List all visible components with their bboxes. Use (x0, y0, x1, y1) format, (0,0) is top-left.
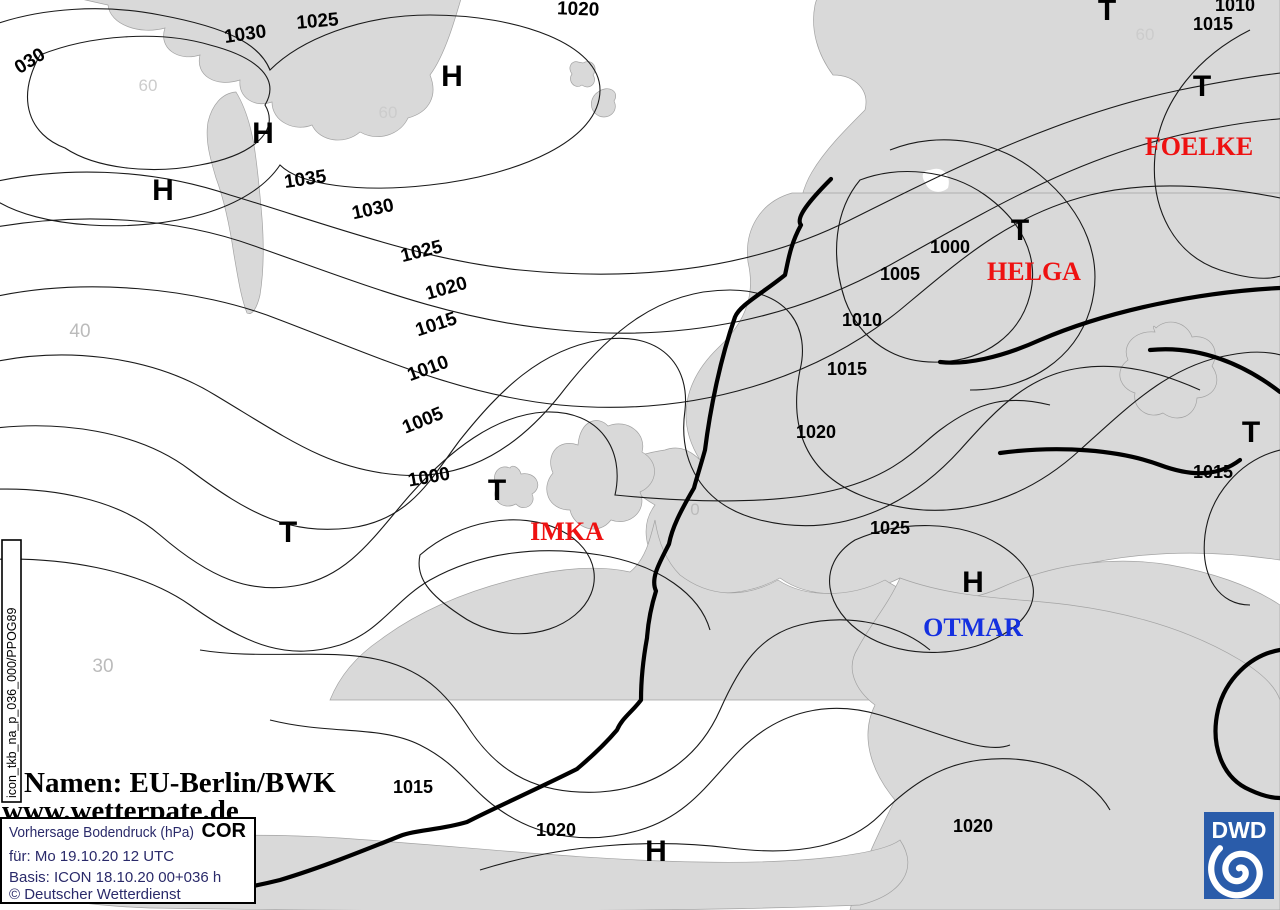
svg-text:OTMAR: OTMAR (923, 613, 1023, 642)
svg-text:H: H (645, 835, 667, 868)
svg-text:H: H (252, 117, 274, 150)
svg-text:T: T (279, 516, 297, 549)
svg-text:1020: 1020 (536, 820, 576, 840)
svg-text:1000: 1000 (930, 237, 970, 257)
svg-text:COR: COR (202, 820, 247, 842)
svg-text:1015: 1015 (1193, 14, 1233, 34)
svg-text:IMKA: IMKA (530, 517, 604, 546)
svg-text:1025: 1025 (870, 518, 910, 538)
svg-text:60: 60 (379, 103, 398, 122)
svg-text:H: H (962, 566, 984, 599)
svg-text:1010: 1010 (842, 310, 882, 330)
svg-text:40: 40 (69, 321, 90, 342)
svg-text:0: 0 (690, 500, 699, 519)
svg-text:T: T (488, 474, 506, 507)
svg-text:icon_tkb_na_p_036_000/PPOG89: icon_tkb_na_p_036_000/PPOG89 (5, 608, 19, 798)
svg-text:60: 60 (1136, 25, 1155, 44)
svg-text:1010: 1010 (1215, 0, 1255, 15)
svg-text:T: T (1098, 0, 1116, 27)
svg-text:© Deutscher Wetterdienst: © Deutscher Wetterdienst (9, 886, 182, 903)
svg-text:1020: 1020 (796, 422, 836, 442)
svg-text:1015: 1015 (827, 359, 867, 379)
svg-text:1005: 1005 (880, 264, 920, 284)
svg-text:1025: 1025 (296, 9, 340, 34)
svg-text:Basis: ICON 18.10.20 00+036 h: Basis: ICON 18.10.20 00+036 h (9, 869, 221, 886)
svg-text:T: T (1193, 70, 1211, 103)
svg-text:T: T (1011, 214, 1029, 247)
svg-text:1015: 1015 (1193, 462, 1233, 482)
svg-text:1020: 1020 (953, 816, 993, 836)
svg-text:H: H (441, 60, 463, 93)
svg-text:T: T (1242, 416, 1260, 449)
svg-text:1015: 1015 (393, 777, 433, 797)
svg-text:H: H (152, 174, 174, 207)
svg-text:Vorhersage Bodendruck (hPa): Vorhersage Bodendruck (hPa) (9, 824, 194, 841)
svg-text:DWD: DWD (1212, 817, 1267, 843)
svg-text:FOELKE: FOELKE (1145, 132, 1253, 161)
svg-text:60: 60 (139, 76, 158, 95)
svg-text:1020: 1020 (557, 0, 600, 21)
svg-text:für: Mo 19.10.20 12 UTC: für: Mo 19.10.20 12 UTC (9, 848, 174, 865)
svg-text:30: 30 (92, 656, 113, 677)
svg-text:HELGA: HELGA (987, 257, 1081, 286)
